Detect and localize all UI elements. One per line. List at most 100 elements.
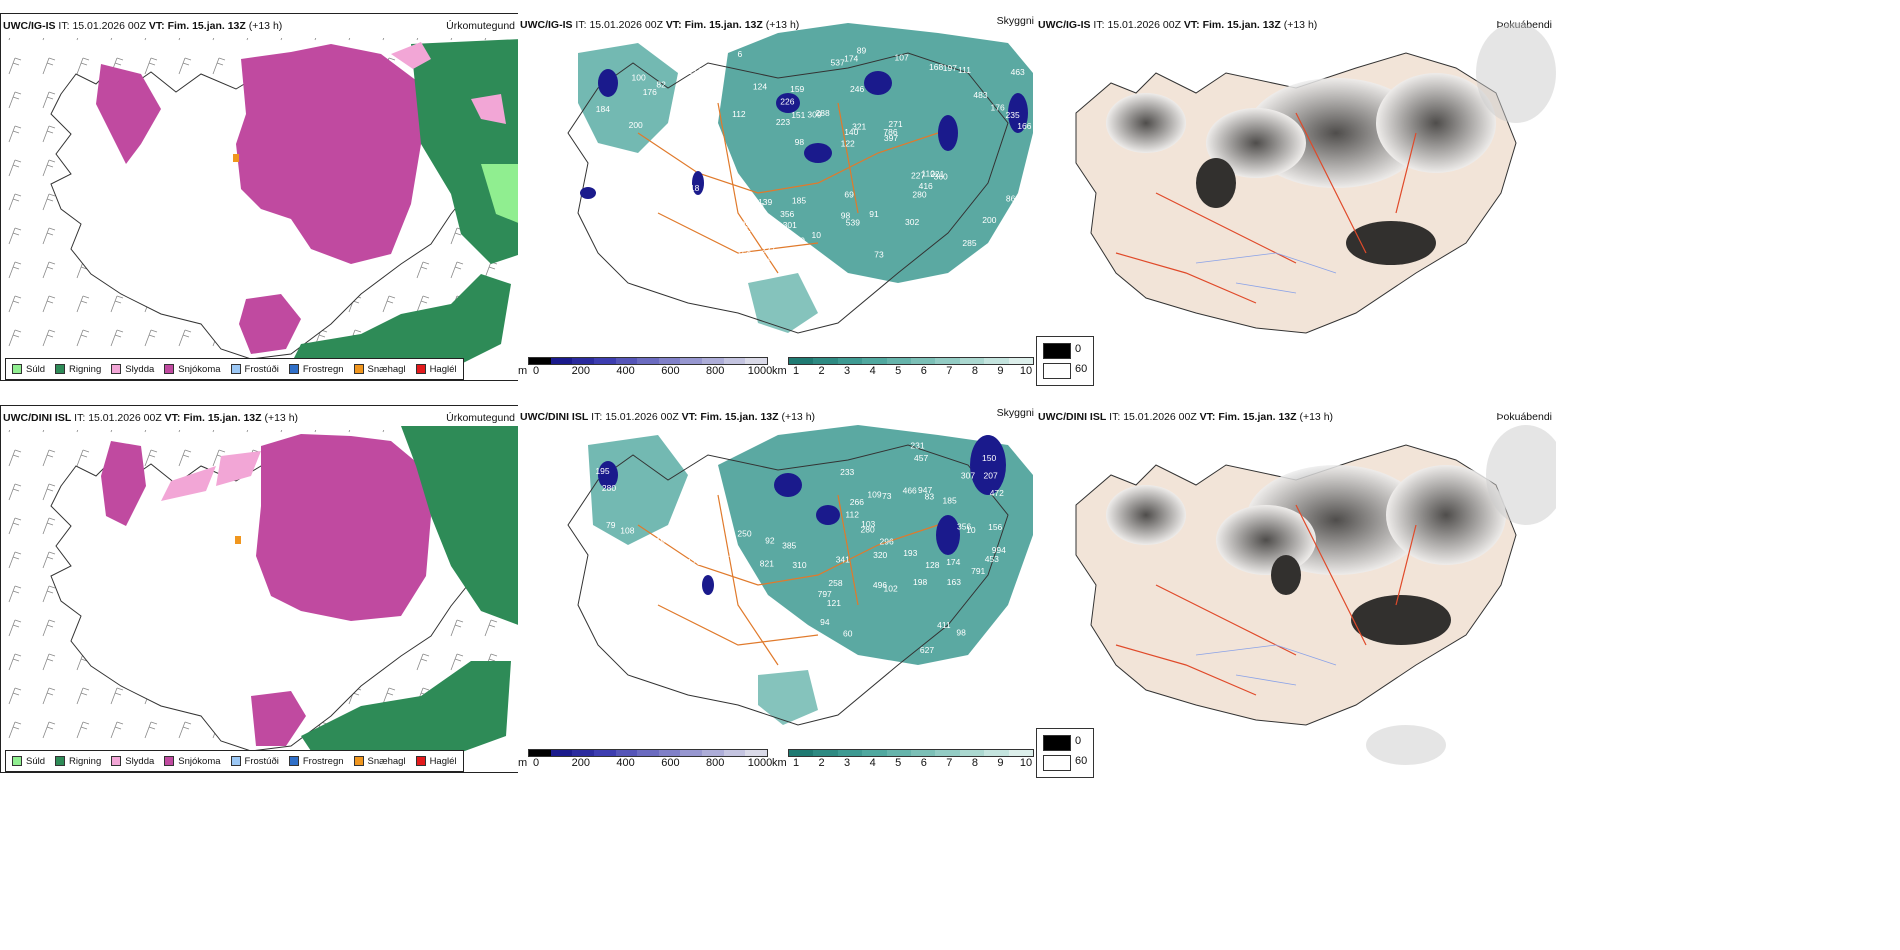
panel-header: UWC/DINI ISL IT: 15.01.2026 00Z VT: Fim.… bbox=[3, 412, 299, 424]
colorbar-tick-label: 9 bbox=[997, 757, 1004, 769]
visibility-value-label: 112 bbox=[732, 109, 746, 119]
fog-indicator-map bbox=[1075, 425, 1556, 765]
visibility-value-label: 110 bbox=[921, 169, 935, 179]
visibility-value-label: 98 bbox=[795, 137, 805, 147]
visibility-value-label: 156 bbox=[988, 522, 1002, 532]
colorbar-tick-label: 400 bbox=[616, 757, 635, 769]
colorbar-segment bbox=[1008, 750, 1034, 756]
visibility-value-label: 356 bbox=[780, 209, 794, 219]
visibility-value-label: 174 bbox=[751, 588, 765, 598]
visibility-value-label: 463 bbox=[1011, 67, 1025, 77]
visibility-value-label: 122 bbox=[841, 139, 855, 149]
visibility-value-label: 185 bbox=[792, 196, 806, 206]
visibility-value-label: 233 bbox=[840, 467, 854, 477]
legend-item: Frostúði bbox=[230, 364, 279, 375]
ceiling-colorbar: m 0 200 400 600 800 1000 bbox=[518, 749, 772, 779]
visibility-value-label: 163 bbox=[947, 577, 961, 587]
visibility-value-label: 356 bbox=[957, 521, 971, 531]
visibility-value-label: 151 bbox=[791, 110, 805, 120]
visibility-value-label: 109 bbox=[867, 490, 881, 500]
colorbar-tick-label: 8 bbox=[971, 757, 978, 769]
colorbar-segment bbox=[959, 358, 985, 364]
visibility-colorbar-scale bbox=[788, 357, 1034, 365]
visibility-value-label: 416 bbox=[919, 181, 933, 191]
colorbar-segment bbox=[572, 358, 594, 364]
visibility-value-label: 94 bbox=[820, 617, 830, 627]
visibility-value-label: 207 bbox=[984, 471, 998, 481]
colorbar-segment bbox=[550, 750, 573, 756]
visibility-value-label: 280 bbox=[861, 525, 875, 535]
colorbar-tick-label: 3 bbox=[844, 365, 851, 377]
colorbar-tick-label: 4 bbox=[869, 365, 876, 377]
panel-header: UWC/DINI ISL IT: 15.01.2026 00Z VT: Fim.… bbox=[520, 411, 816, 423]
visibility-value-label: 92 bbox=[765, 536, 775, 546]
visibility-value-label: 496 bbox=[873, 580, 887, 590]
visibility-value-label: 360 bbox=[934, 172, 948, 182]
visibility-value-label: 258 bbox=[828, 578, 842, 588]
visibility-value-label: 860 bbox=[1006, 193, 1020, 203]
visibility-value-label: 150 bbox=[982, 453, 996, 463]
precip-type-map bbox=[1, 426, 519, 766]
visibility-value-label: 457 bbox=[914, 453, 928, 463]
parameter-title: Skyggni bbox=[996, 407, 1034, 419]
panel-header: UWC/IG-IS IT: 15.01.2026 00Z VT: Fim. 15… bbox=[520, 19, 800, 31]
legend-item: Snæhagl bbox=[353, 364, 406, 375]
ceiling-unit: m bbox=[518, 365, 528, 377]
visibility-value-label: 195 bbox=[595, 466, 609, 476]
panel-header: UWC/IG-IS IT: 15.01.2026 00Z VT: Fim. 15… bbox=[3, 20, 283, 32]
visibility-value-label: 107 bbox=[895, 53, 909, 63]
colorbar-segment bbox=[959, 750, 985, 756]
visibility-value-label: 341 bbox=[836, 554, 850, 564]
colorbar-tick-label: 10 bbox=[1019, 365, 1033, 377]
parameter-title: Skyggni bbox=[996, 15, 1034, 27]
fog-indicator-panel-top: UWC/IG-IS IT: 15.01.2026 00Z VT: Fim. 15… bbox=[1036, 13, 1556, 381]
visibility-value-label: 125 bbox=[762, 252, 776, 262]
visibility-value-label: 73 bbox=[882, 491, 892, 501]
colorbar-segment bbox=[550, 358, 573, 364]
colorbar-segment bbox=[680, 750, 703, 756]
visibility-value-label: 103 bbox=[861, 519, 875, 529]
visibility-value-label: 168 bbox=[929, 62, 943, 72]
visibility-value-label: 254 bbox=[688, 66, 702, 76]
visibility-value-label: 280 bbox=[912, 189, 926, 199]
visibility-value-label: 310 bbox=[792, 560, 806, 570]
visibility-value-label: 185 bbox=[943, 496, 957, 506]
visibility-value-label: 301 bbox=[783, 220, 797, 230]
visibility-value-label: 73 bbox=[874, 250, 884, 260]
visibility-value-label: 539 bbox=[846, 218, 860, 228]
visibility-value-label: 320 bbox=[873, 550, 887, 560]
visibility-value-label: 404 bbox=[739, 243, 753, 253]
visibility-value-label: 466 bbox=[903, 486, 917, 496]
visibility-value-label: 159 bbox=[790, 84, 804, 94]
legend-item: Haglél bbox=[415, 364, 457, 375]
visibility-value-label: 193 bbox=[903, 548, 917, 558]
colorbar-segment bbox=[984, 750, 1009, 756]
legend-item: Snæhagl bbox=[353, 756, 406, 767]
visibility-value-label: 174 bbox=[844, 53, 858, 63]
colorbar-tick-label: 2 bbox=[818, 365, 825, 377]
colorbar-tick-label: 200 bbox=[571, 757, 590, 769]
colorbar-tick-label: 4 bbox=[869, 757, 876, 769]
legend-item: Rigning bbox=[55, 364, 101, 375]
visibility-value-label: 472 bbox=[990, 488, 1004, 498]
visibility-value-label: 125 bbox=[736, 220, 750, 230]
colorbar-tick-label: 1000 bbox=[747, 365, 773, 377]
legend-item: Haglél bbox=[415, 756, 457, 767]
legend-item: Frostúði bbox=[230, 756, 279, 767]
colorbar-segment bbox=[615, 750, 638, 756]
visibility-value-label: 411 bbox=[937, 620, 951, 630]
colorbar-segment bbox=[984, 358, 1009, 364]
visibility-panel-bottom: UWC/DINI ISL IT: 15.01.2026 00Z VT: Fim.… bbox=[518, 405, 1038, 773]
colorbar-segment bbox=[837, 358, 863, 364]
visibility-value-label: 126 bbox=[1018, 577, 1032, 587]
visibility-value-label: 111 bbox=[958, 65, 971, 75]
visibility-value-label: 129 bbox=[681, 584, 695, 594]
visibility-value-label: 82 bbox=[656, 80, 666, 90]
visibility-value-label: 140 bbox=[844, 127, 858, 137]
visibility-value-label: 150 bbox=[737, 249, 751, 259]
colorbar-tick-label: 1 bbox=[792, 757, 800, 769]
visibility-value-label: 108 bbox=[620, 525, 634, 535]
colorbar-tick-label: 200 bbox=[571, 365, 590, 377]
visibility-value-label: 235 bbox=[1006, 110, 1020, 120]
visibility-value-label: 786 bbox=[883, 127, 897, 137]
